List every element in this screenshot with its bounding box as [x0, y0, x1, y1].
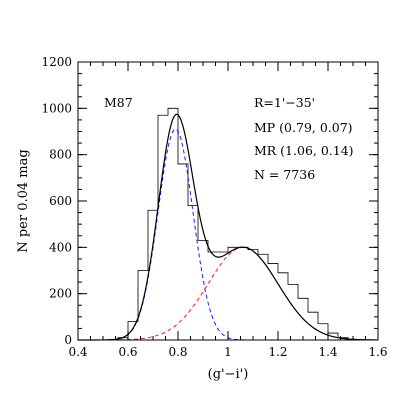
x-tick-label: 1 [224, 345, 232, 359]
annotation-mp: MP (0.79, 0.07) [254, 120, 353, 135]
x-tick-label: 1.6 [368, 345, 387, 359]
annotation-mr: MR (1.06, 0.14) [254, 143, 354, 158]
y-tick-label: 800 [49, 148, 72, 162]
x-tick-label: 0.8 [168, 345, 187, 359]
y-tick-label: 600 [49, 194, 72, 208]
fit-mp-curve [78, 128, 378, 341]
x-axis-label: (g'−i') [208, 367, 249, 382]
y-tick-label: 1200 [41, 55, 72, 69]
x-tick-label: 0.6 [118, 345, 137, 359]
x-tick-label: 0.4 [68, 345, 87, 359]
y-tick-label: 1000 [41, 101, 72, 115]
x-tick-label: 1.4 [318, 345, 337, 359]
annotation-galaxy: M87 [104, 95, 133, 110]
y-tick-label: 200 [49, 287, 72, 301]
histogram-steps [78, 107, 378, 341]
y-tick-label: 0 [64, 333, 72, 347]
x-tick-label: 1.2 [268, 345, 287, 359]
annotation-radius: R=1'−35' [254, 95, 315, 110]
axis-ticks: 0.4 0.6 0.8 1 1.2 1.4 1.6 0 200 400 600 800 1000 1200 [41, 55, 387, 359]
fit-mr-curve [78, 246, 379, 341]
y-tick-label: 400 [49, 240, 72, 254]
annotation-count: N = 7736 [254, 167, 315, 182]
y-axis-label: N per 0.04 mag [16, 149, 31, 252]
